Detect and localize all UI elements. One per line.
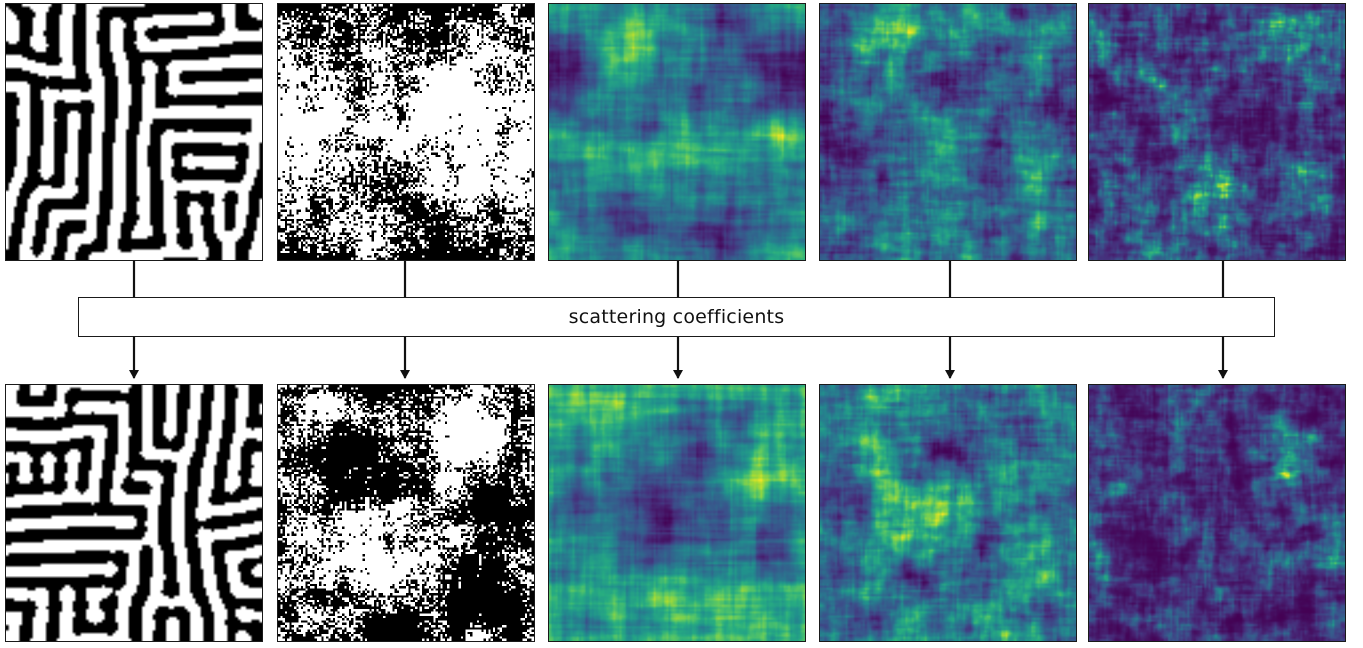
- original-field-a-image: [549, 4, 805, 260]
- original-ising-field: [277, 3, 535, 261]
- original-turing-pattern-image: [6, 4, 262, 260]
- synthesized-turing-pattern: [5, 384, 263, 642]
- scattering-coefficients-box: scattering coefficients: [78, 297, 1275, 337]
- original-ising-field-image: [278, 4, 534, 260]
- original-field-a: [548, 3, 806, 261]
- synthesized-ising-field: [277, 384, 535, 642]
- original-field-b: [819, 3, 1077, 261]
- synthesized-field-b: [819, 384, 1077, 642]
- synthesized-field-a-image: [549, 385, 805, 641]
- synthesized-field-b-image: [820, 385, 1076, 641]
- original-field-c: [1088, 3, 1346, 261]
- original-field-b-image: [820, 4, 1076, 260]
- synthesized-ising-field-image: [278, 385, 534, 641]
- synthesized-field-c: [1088, 384, 1346, 642]
- original-turing-pattern: [5, 3, 263, 261]
- original-field-c-image: [1089, 4, 1345, 260]
- scattering-coefficients-label: scattering coefficients: [568, 306, 785, 328]
- synthesized-field-a: [548, 384, 806, 642]
- synthesized-turing-pattern-image: [6, 385, 262, 641]
- synthesized-field-c-image: [1089, 385, 1345, 641]
